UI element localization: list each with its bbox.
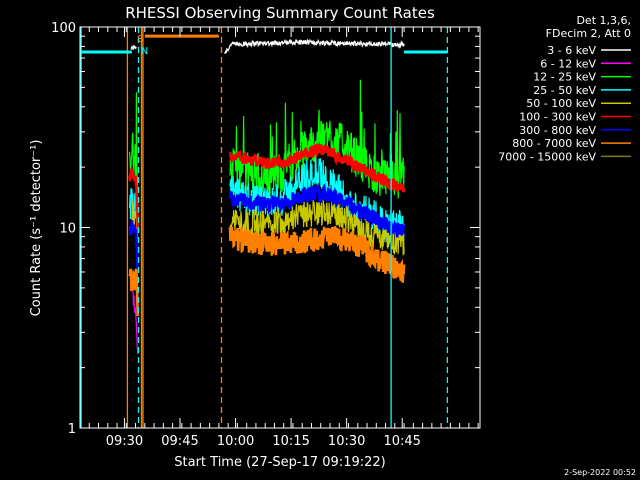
x-tick-label-0: 09:30 (106, 434, 143, 449)
y-axis-label: Count Rate (s⁻¹ detector⁻¹) (29, 140, 44, 317)
series-0-segment-1 (223, 45, 231, 54)
x-tick-label-3: 10:15 (272, 434, 309, 449)
legend-label-0: 3 - 6 keV (547, 44, 596, 57)
series-6-segment-0 (128, 219, 139, 269)
annotation-label-11: N (141, 46, 148, 57)
legend-label-4: 50 - 100 keV (526, 97, 596, 110)
legend-label-7: 800 - 7000 keV (512, 137, 596, 150)
x-tick-label-2: 10:00 (217, 434, 254, 449)
annotation-label-12: S (137, 34, 143, 45)
y-tick-label-0: 1 (68, 422, 76, 437)
series-layer (128, 38, 406, 355)
series-0-segment-2 (229, 38, 405, 49)
footer-timestamp: 2-Sep-2022 00:52 (564, 468, 636, 477)
series-7-segment-0 (128, 268, 140, 317)
series-0-segment-0 (130, 44, 137, 51)
legend-label-5: 100 - 300 keV (519, 111, 596, 124)
legend-label-6: 300 - 800 keV (519, 124, 596, 137)
x-tick-label-1: 09:45 (161, 434, 198, 449)
legend-label-1: 6 - 12 keV (540, 57, 596, 70)
y-tick-label-1: 10 (59, 222, 76, 237)
series-6-segment-1 (228, 182, 406, 238)
y-tick-label-2: 100 (51, 21, 76, 36)
chart-title: RHESSI Observing Summary Count Rates (125, 4, 435, 22)
x-axis: 09:30 09:45 10:00 10:15 10:30 10:45 (88, 27, 479, 449)
legend-label-8: 7000 - 15000 keV (498, 150, 596, 163)
x-tick-label-4: 10:30 (328, 434, 365, 449)
series-4-segment-1 (229, 199, 405, 256)
legend-header-2: FDecim 2, Att 0 (546, 27, 631, 40)
legend-label-2: 12 - 25 keV (533, 71, 596, 84)
x-axis-label: Start Time (27-Sep-17 09:19:22) (174, 455, 385, 470)
series-5-segment-1 (228, 142, 406, 193)
series-1-segment-0 (132, 279, 139, 355)
series-5-segment-0 (128, 168, 140, 230)
y-axis: 1 10 100 (51, 21, 480, 437)
series-7-segment-1 (228, 225, 406, 283)
x-tick-label-5: 10:45 (383, 434, 420, 449)
legend-header-1: Det 1,3,6, (576, 14, 631, 27)
legend-label-3: 25 - 50 keV (533, 84, 596, 97)
